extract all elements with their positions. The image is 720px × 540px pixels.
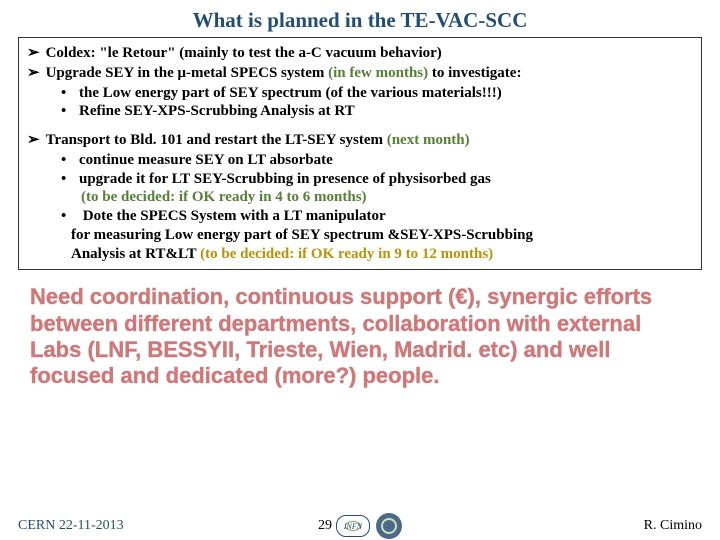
sub3c-orange: (to be decided: if OK ready in 9 to 12 m… [200, 246, 493, 262]
coldex-suffix: (mainly to test the a-C vacuum behavior) [179, 45, 441, 61]
arrow-icon: ➢ [27, 64, 40, 83]
upgrade-prefix: Upgrade SEY in the μ-metal SPECS system [46, 65, 329, 81]
lnf-logo-icon [376, 513, 402, 539]
transport-green: (next month) [387, 132, 470, 148]
sub-refine: Refine SEY-XPS-Scrubbing Analysis at RT [61, 102, 693, 121]
sub2-paren: (to be decided: if OK ready in 4 to 6 mo… [27, 188, 693, 207]
footer-author: R. Cimino [644, 518, 702, 534]
sublist-2: continue measure SEY on LT absorbate upg… [27, 151, 693, 189]
sublist-3: Dote the SPECS System with a LT manipula… [27, 207, 693, 263]
sub-continue: continue measure SEY on LT absorbate [61, 151, 693, 170]
coldex-prefix: Coldex: "le Retour" [46, 45, 180, 61]
sub-low-energy: the Low energy part of SEY spectrum (of … [61, 84, 693, 103]
upgrade-green: (in few months) [328, 65, 428, 81]
arrow-icon: ➢ [27, 44, 40, 63]
sub3a: Dote the SPECS System with a LT manipula… [83, 208, 386, 224]
content-box: ➢ Coldex: "le Retour" (mainly to test th… [18, 37, 702, 270]
infn-logo-icon: INFN [336, 515, 370, 537]
sublist-1: the Low energy part of SEY spectrum (of … [27, 84, 693, 122]
upgrade-suffix: to investigate: [428, 65, 521, 81]
sub3b: for measuring Low energy part of SEY spe… [71, 227, 533, 243]
footer: CERN 22-11-2013 29 INFN R. Cimino [0, 518, 720, 534]
sub3c-prefix: Analysis at RT&LT [71, 246, 200, 262]
bullet-transport: ➢ Transport to Bld. 101 and restart the … [27, 131, 693, 150]
footer-center: 29 INFN [318, 513, 402, 539]
sub-upgrade-lt: upgrade it for LT SEY-Scrubbing in prese… [61, 170, 693, 189]
footer-date: CERN 22-11-2013 [18, 518, 124, 534]
slide-title: What is planned in the TE-VAC-SCC [18, 8, 702, 33]
bullet-coldex: ➢ Coldex: "le Retour" (mainly to test th… [27, 44, 693, 63]
sub-dote: Dote the SPECS System with a LT manipula… [61, 207, 693, 263]
bullet-upgrade-sey: ➢ Upgrade SEY in the μ-metal SPECS syste… [27, 64, 693, 83]
arrow-icon: ➢ [27, 131, 40, 150]
need-coordination: Need coordination, continuous support (€… [18, 284, 702, 390]
transport-prefix: Transport to Bld. 101 and restart the LT… [46, 132, 387, 148]
page-number: 29 [318, 518, 332, 534]
